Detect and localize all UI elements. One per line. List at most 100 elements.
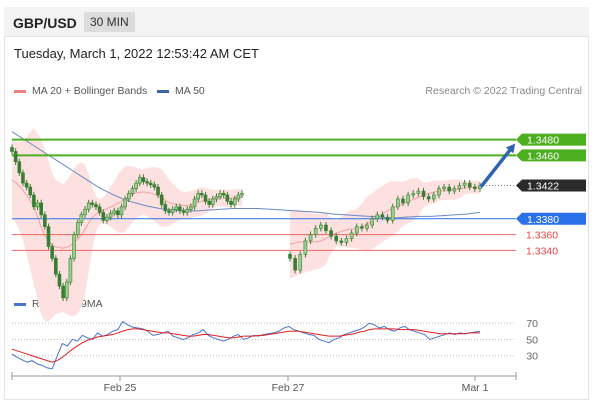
candle-body [406, 194, 410, 204]
candle-body [72, 234, 76, 259]
candle-body [416, 190, 421, 194]
candle-body [21, 172, 25, 184]
level-label-1.3460: 1.3460 [527, 150, 559, 162]
candle-body [401, 198, 405, 204]
candle-body [75, 222, 80, 235]
chart-header: GBP/USD 30 MIN [4, 7, 589, 37]
rsi-line [11, 320, 481, 370]
candle-body [13, 151, 18, 163]
candle-body [375, 214, 380, 220]
candle-body [185, 208, 190, 213]
candle-body [329, 230, 333, 237]
candle-body [473, 186, 477, 189]
candle-body [141, 177, 146, 182]
candle-body [90, 202, 95, 205]
candle-body [83, 208, 87, 216]
candle-body [452, 188, 457, 192]
candle-body [370, 218, 374, 226]
datetime-label: Tuesday, March 1, 2022 12:53:42 AM CET [14, 46, 259, 61]
candle-body [17, 161, 22, 174]
x-tick-label: Mar 1 [462, 382, 489, 394]
candle-body [130, 188, 135, 194]
candle-body [97, 206, 102, 213]
rsi-tick-30: 30 [526, 351, 538, 363]
level-tag-1.3422 [516, 179, 586, 192]
credit-text: Research © 2022 Trading Central [425, 85, 582, 97]
candle-body [170, 208, 175, 213]
candle-body [421, 190, 426, 197]
candle-body [210, 198, 215, 205]
candle-body [334, 235, 339, 242]
candle-body [181, 210, 186, 213]
candle-body [61, 285, 65, 299]
candle-body [167, 210, 171, 213]
rsi-tick-70: 70 [526, 318, 538, 330]
candle-body [319, 224, 323, 229]
candle-body [24, 182, 29, 188]
candle-body [54, 258, 58, 275]
candle-body [28, 186, 33, 196]
candle-body [32, 194, 36, 208]
candle-body [189, 206, 193, 210]
candle-body [354, 226, 359, 234]
candle-body [119, 206, 124, 216]
candle-body [437, 188, 441, 196]
candle-body [112, 210, 117, 214]
candle-body [94, 204, 98, 208]
candle-body [385, 216, 390, 221]
legend-swatch-bollinger [14, 89, 26, 93]
candle-body [174, 206, 179, 210]
candle-body [324, 224, 328, 231]
candle-body [313, 227, 318, 235]
candle-body [442, 186, 446, 189]
candle-body [57, 273, 62, 287]
candle-body [411, 193, 416, 196]
candle-body [178, 206, 182, 212]
candle-body [298, 254, 303, 271]
x-tick-label: Feb 25 [104, 382, 137, 394]
candle-body [79, 214, 84, 224]
rsi-tick-50: 50 [526, 334, 538, 346]
candle-body [447, 186, 451, 192]
candle-body [457, 185, 462, 189]
candle-body [308, 234, 313, 242]
level-label-1.3360: 1.3360 [526, 230, 558, 242]
candle-body [349, 232, 354, 239]
symbol-label: GBP/USD [13, 15, 77, 31]
legend-label-bollinger: MA 20 + Bollinger Bands [32, 85, 148, 97]
candle-body [137, 177, 142, 184]
candle-body [145, 181, 149, 184]
candle-body [344, 238, 349, 243]
legend-swatch-ma50 [157, 89, 169, 93]
level-label-1.3422: 1.3422 [527, 181, 559, 193]
legend-label-ma50: MA 50 [175, 85, 205, 97]
candle-body [159, 194, 164, 205]
candle-body [218, 193, 222, 197]
legend-ma50: MA 50 [157, 85, 205, 97]
legend-swatch-rsi [14, 302, 26, 306]
ma20-line [11, 179, 243, 249]
candle-body [339, 240, 344, 243]
level-label-1.3480: 1.3480 [527, 135, 559, 147]
level-label-1.3340: 1.3340 [526, 245, 558, 257]
candle-body [365, 224, 369, 229]
candle-body [214, 196, 219, 200]
candle-body [10, 147, 14, 152]
level-tag-1.3380 [516, 212, 586, 225]
level-tag-1.3460 [516, 149, 586, 162]
candle-body [303, 240, 308, 255]
candle-body [156, 186, 160, 196]
bollinger-band [290, 177, 480, 279]
candle-body [35, 202, 40, 208]
candle-body [240, 193, 244, 196]
timeframe-badge[interactable]: 30 MIN [84, 12, 135, 32]
forecast-arrow-head [505, 143, 516, 154]
candle-body [229, 201, 233, 205]
candle-body [426, 196, 431, 200]
candle-body [101, 212, 106, 221]
candle-body [46, 226, 51, 247]
candle-body [108, 212, 113, 218]
x-tick-label: Feb 27 [272, 382, 305, 394]
candle-body [390, 206, 395, 221]
